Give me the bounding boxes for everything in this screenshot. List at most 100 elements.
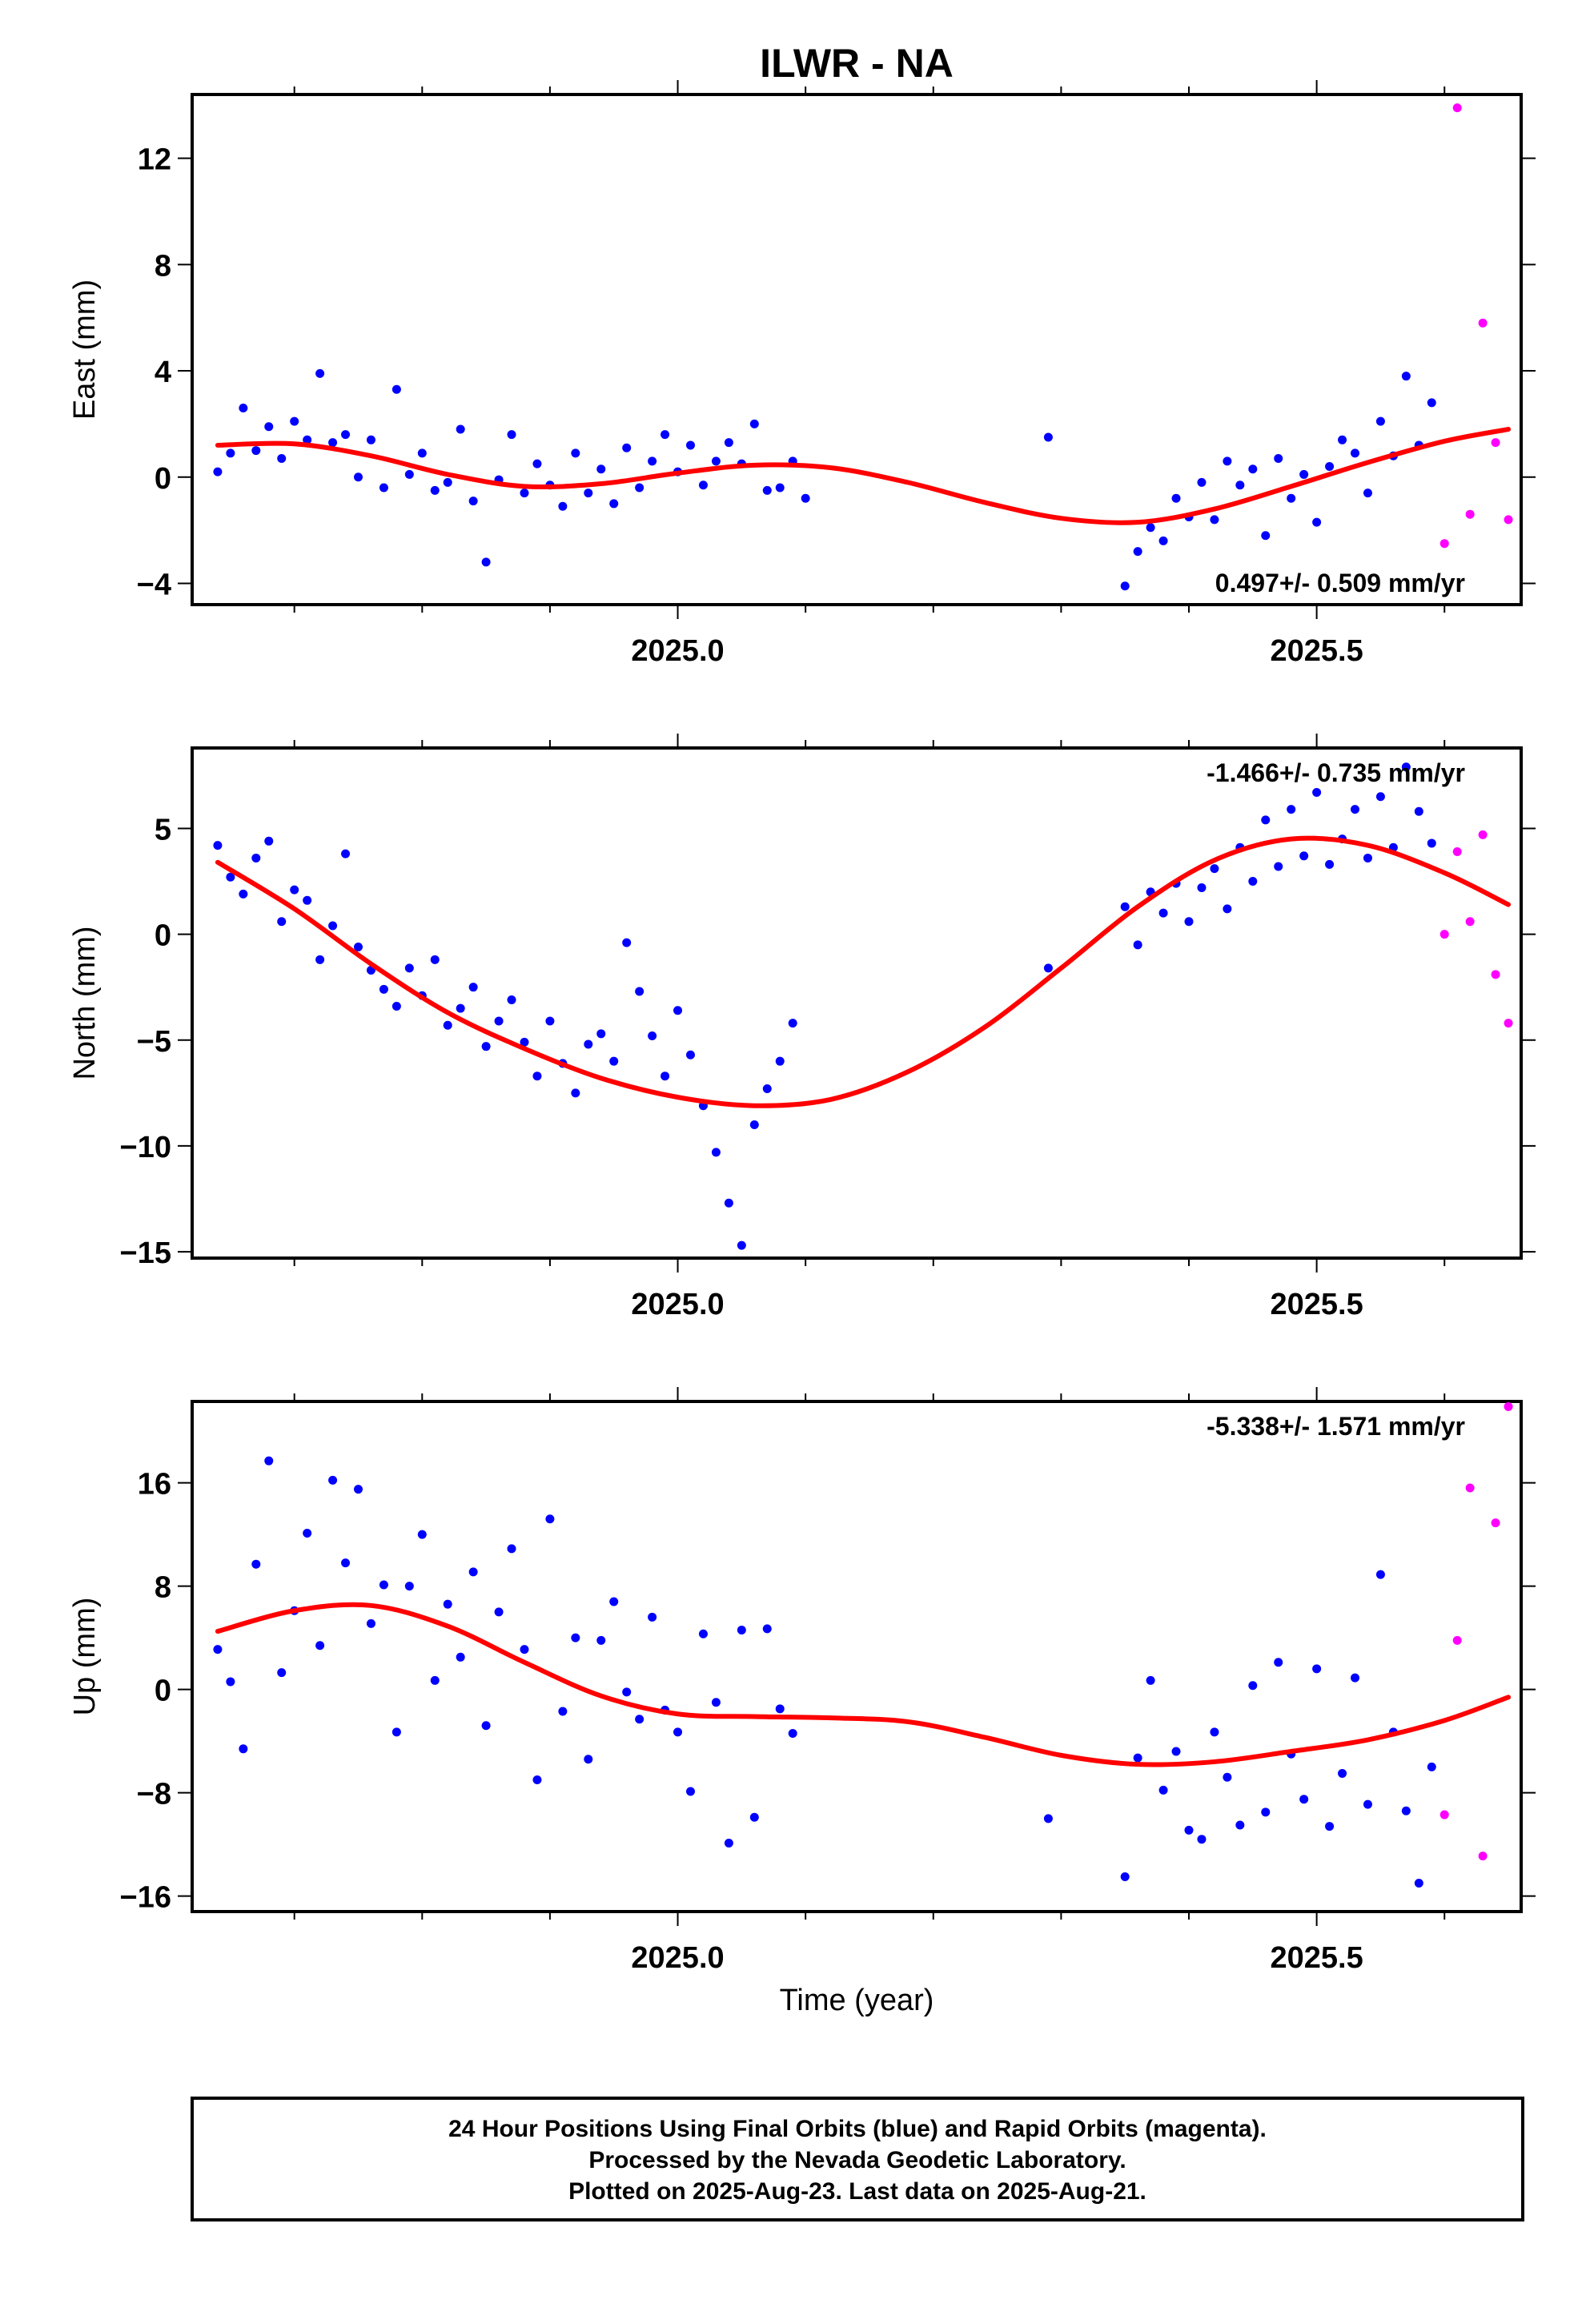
- east-final-orbit-point: [584, 489, 593, 498]
- north-y-tick-label: 0: [155, 919, 171, 953]
- up-final-orbit-point: [609, 1597, 619, 1606]
- north-final-orbit-point: [571, 1088, 580, 1098]
- north-final-orbit-point: [430, 955, 440, 964]
- east-final-orbit-point: [1248, 464, 1258, 474]
- north-y-axis-title: North (mm): [68, 926, 102, 1080]
- north-final-orbit-point: [251, 853, 261, 862]
- up-final-orbit-point: [788, 1728, 797, 1738]
- up-final-orbit-point: [468, 1567, 478, 1577]
- north-x-tick-label: 2025.5: [1270, 1288, 1363, 1321]
- north-final-orbit-point: [341, 849, 351, 858]
- north-rapid-orbit-point: [1478, 830, 1488, 839]
- up-final-orbit-point: [749, 1812, 759, 1822]
- east-final-orbit-point: [1274, 454, 1283, 464]
- north-final-orbit-point: [737, 1240, 746, 1250]
- chart-panels: 2025.0 2025.5 −4 0 4 8 12 East (mm) 0.497+/- 0.5…: [68, 80, 1536, 1975]
- north-final-orbit-point: [1351, 805, 1359, 814]
- east-final-orbit-point: [507, 430, 516, 440]
- up-final-orbit-point: [328, 1475, 338, 1485]
- east-final-orbit-point: [379, 483, 388, 493]
- up-y-tick-label: 16: [138, 1468, 171, 1502]
- north-final-orbit-point: [1184, 917, 1194, 927]
- east-rapid-orbit-point: [1439, 539, 1449, 549]
- east-final-orbit-point: [1261, 531, 1271, 541]
- up-final-orbit-point: [315, 1641, 325, 1651]
- up-final-orbit-point: [635, 1715, 644, 1724]
- east-final-orbit-point: [315, 368, 325, 378]
- north-final-orbit-point: [315, 955, 325, 964]
- up-final-orbit-point: [391, 1727, 401, 1737]
- east-y-tick-label: 0: [155, 462, 171, 496]
- north-final-orbit-point: [1210, 864, 1219, 874]
- east-final-orbit-point: [404, 469, 414, 479]
- up-final-orbit-point: [456, 1652, 465, 1662]
- east-final-orbit-point: [648, 456, 657, 466]
- east-final-orbit-point: [303, 435, 312, 444]
- up-y-tick-label: 8: [155, 1571, 171, 1605]
- up-y-tick-label: 0: [155, 1675, 171, 1708]
- east-final-orbit-point: [1043, 432, 1053, 442]
- north-final-orbit-point: [1133, 940, 1142, 950]
- up-final-orbit-point: [1171, 1747, 1181, 1756]
- east-panel: 2025.0 2025.5 −4 0 4 8 12 East (mm) 0.497+/- 0.5…: [68, 80, 1536, 668]
- north-final-orbit-point: [1299, 851, 1309, 861]
- up-x-tick-label: 2025.0: [631, 1941, 724, 1975]
- up-final-orbit-point: [213, 1645, 223, 1655]
- east-rate-label: 0.497+/- 0.509 mm/yr: [1215, 569, 1465, 597]
- up-final-orbit-point: [622, 1687, 632, 1697]
- north-final-orbit-point: [1274, 862, 1283, 871]
- east-final-orbit-point: [468, 497, 478, 506]
- up-final-orbit-point: [1043, 1814, 1053, 1823]
- north-panel: 2025.0 2025.5 −15 −10 −5 0 5 North (mm) -1.466+/…: [68, 734, 1536, 1321]
- up-final-orbit-point: [1351, 1673, 1359, 1683]
- up-final-orbit-point: [1274, 1658, 1283, 1667]
- up-final-orbit-point: [404, 1582, 414, 1591]
- up-final-orbit-point: [762, 1624, 772, 1634]
- up-final-orbit-point: [648, 1612, 657, 1622]
- north-final-orbit-point: [1158, 908, 1168, 918]
- east-final-orbit-point: [443, 477, 452, 487]
- up-final-orbit-point: [1427, 1762, 1436, 1771]
- east-final-orbit-point: [430, 485, 440, 495]
- east-plot-frame: [191, 93, 1523, 606]
- up-final-orbit-point: [571, 1633, 580, 1642]
- north-model-curve: [215, 835, 1512, 1108]
- north-final-orbit-point: [328, 921, 338, 931]
- east-final-orbit-point: [571, 448, 580, 458]
- north-final-orbit-point: [673, 1006, 683, 1015]
- north-points: [213, 762, 1513, 1250]
- xaxis-title-group: Time (year): [780, 1984, 934, 2017]
- north-y-tick-label: −15: [120, 1236, 171, 1270]
- north-rapid-orbit-point: [1491, 970, 1500, 979]
- east-final-orbit-point: [417, 448, 427, 458]
- up-rapid-orbit-point: [1465, 1483, 1475, 1493]
- east-final-orbit-point: [481, 557, 491, 567]
- up-final-orbit-point: [775, 1704, 785, 1714]
- north-final-orbit-point: [1197, 883, 1207, 892]
- east-final-orbit-point: [609, 499, 619, 509]
- east-final-orbit-point: [532, 459, 542, 468]
- up-y-axis-title: Up (mm): [68, 1598, 102, 1716]
- north-final-orbit-point: [1325, 859, 1335, 869]
- east-final-orbit-point: [264, 422, 274, 432]
- north-final-orbit-point: [711, 1148, 721, 1157]
- east-final-orbit-point: [1158, 536, 1168, 545]
- north-final-orbit-point: [762, 1084, 772, 1094]
- north-final-orbit-point: [379, 984, 388, 994]
- north-final-orbit-point: [622, 938, 632, 947]
- up-final-orbit-point: [507, 1544, 516, 1554]
- north-final-orbit-point: [1120, 902, 1130, 911]
- north-final-orbit-point: [239, 889, 248, 899]
- x-axis-title: Time (year): [780, 1984, 934, 2017]
- up-final-orbit-point: [584, 1755, 593, 1764]
- north-final-orbit-point: [354, 942, 363, 951]
- up-rapid-orbit-point: [1491, 1518, 1500, 1528]
- up-final-orbit-point: [379, 1580, 388, 1590]
- up-x-tick-label: 2025.5: [1270, 1941, 1363, 1975]
- north-final-orbit-point: [481, 1042, 491, 1051]
- up-final-orbit-point: [724, 1839, 733, 1848]
- east-final-orbit-point: [1375, 416, 1385, 426]
- east-final-orbit-point: [635, 483, 644, 493]
- east-final-orbit-point: [354, 472, 363, 482]
- up-final-orbit-point: [596, 1635, 606, 1645]
